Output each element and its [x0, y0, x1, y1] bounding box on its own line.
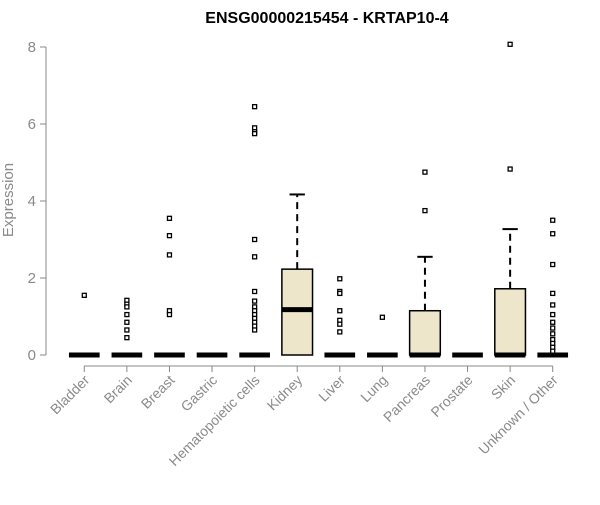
outlier-point — [166, 252, 173, 258]
outlier-point — [124, 304, 130, 310]
outlier-point — [422, 207, 428, 214]
x-tick-label: Bladder — [47, 372, 93, 418]
outlier-point — [251, 130, 258, 137]
outlier-point — [379, 314, 386, 320]
box-group — [154, 215, 185, 358]
box-group — [68, 292, 100, 358]
x-tick-label: Lung — [357, 372, 390, 405]
y-tick-label: 0 — [28, 347, 36, 364]
x-tick-label: Breast — [138, 372, 178, 412]
x-tick-label: Skin — [488, 372, 519, 403]
y-axis: 0 2 4 6 8 — [28, 39, 47, 364]
outlier-point — [166, 232, 173, 239]
outlier-point — [550, 217, 556, 223]
outlier-point — [251, 254, 258, 260]
outlier-point — [550, 331, 556, 337]
outlier-point — [550, 302, 556, 308]
outlier-point — [422, 169, 428, 175]
outlier-point — [507, 41, 513, 47]
outlier-point — [507, 166, 513, 172]
outlier-point — [550, 325, 556, 331]
y-tick-label: 4 — [28, 193, 36, 210]
y-tick-label: 2 — [28, 270, 36, 287]
outlier-point — [251, 327, 258, 333]
box-iqr — [281, 268, 314, 356]
outlier-point — [124, 319, 130, 325]
box-group — [239, 104, 270, 358]
chart-title: ENSG00000215454 - KRTAP10-4 — [205, 10, 448, 27]
box-group — [494, 41, 527, 358]
y-tick-label: 6 — [28, 116, 36, 133]
outlier-point — [166, 311, 173, 318]
box-group — [111, 297, 143, 358]
outlier-point — [124, 335, 130, 341]
outlier-point — [251, 236, 258, 243]
outlier-point — [550, 231, 556, 237]
x-tick-label: Liver — [315, 372, 348, 405]
outlier-point — [550, 348, 556, 354]
outlier-point — [166, 215, 173, 221]
outlier-point — [337, 321, 343, 327]
outlier-point — [550, 319, 556, 325]
outlier-point — [124, 327, 130, 333]
box-group — [281, 193, 314, 356]
box-group — [367, 314, 398, 358]
outlier-point — [550, 290, 556, 297]
outlier-point — [124, 311, 130, 318]
box-group — [408, 169, 442, 358]
box-group — [537, 217, 569, 358]
outlier-point — [337, 308, 343, 314]
x-tick-label: Gastric — [177, 372, 220, 415]
box-iqr — [408, 309, 442, 356]
outlier-point — [251, 298, 258, 304]
y-axis-label: Expression — [0, 163, 17, 237]
outlier-point — [251, 288, 258, 295]
x-tick-label: Kidney — [264, 372, 306, 414]
x-tick-label: Brain — [101, 372, 135, 406]
x-tick-label: Prostate — [427, 372, 475, 420]
outlier-point — [337, 329, 343, 335]
box-iqr — [494, 288, 527, 356]
outlier-point — [550, 311, 556, 318]
outlier-point — [251, 104, 258, 110]
x-tick-label: Pancreas — [380, 372, 433, 425]
y-tick-label: 8 — [28, 39, 36, 56]
outlier-point — [337, 290, 343, 297]
outlier-point — [550, 261, 556, 268]
outlier-point — [337, 276, 343, 282]
x-tick-label: Unknown / Other — [475, 372, 561, 458]
outlier-point — [81, 292, 87, 298]
boxes — [68, 41, 569, 358]
box-group — [324, 276, 356, 358]
